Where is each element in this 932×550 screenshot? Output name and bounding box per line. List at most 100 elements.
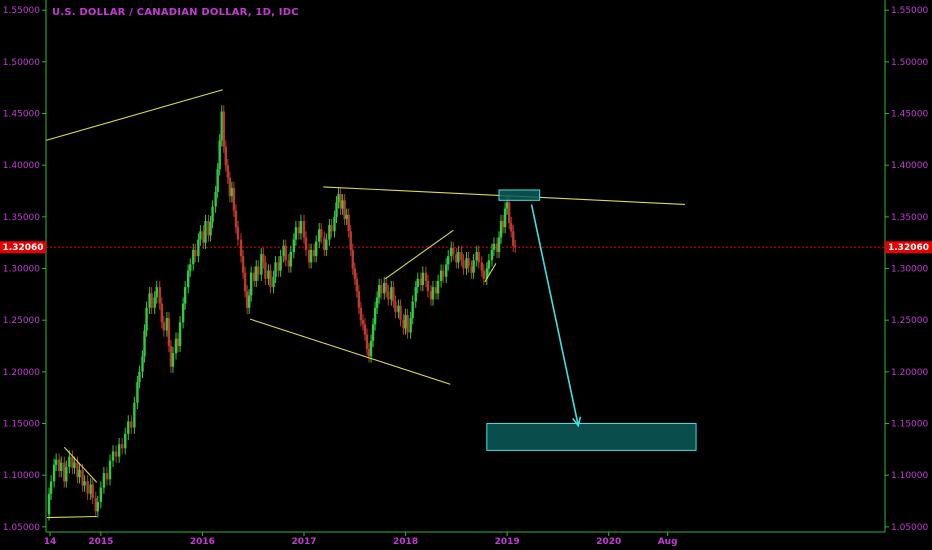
- candle-down: [426, 280, 430, 292]
- candle-up: [431, 287, 435, 300]
- candle-down: [470, 266, 473, 273]
- candle-up: [292, 239, 296, 252]
- y-tick-label-left: 1.55000: [3, 6, 40, 16]
- candle-up: [52, 464, 56, 482]
- candle-down: [241, 256, 245, 273]
- candle-down: [363, 324, 367, 335]
- candle-down: [387, 291, 390, 300]
- y-tick-label-right: 1.25000: [891, 316, 928, 326]
- candles: [47, 105, 517, 521]
- trendlines: [45, 89, 685, 519]
- y-tick-label-left: 1.10000: [3, 471, 40, 481]
- candle-up: [145, 307, 148, 331]
- candle-up: [83, 481, 86, 486]
- candle-up: [197, 239, 200, 257]
- forecast-arrow: [530, 204, 582, 428]
- candle-down: [365, 334, 369, 350]
- x-axis: 14 2015 2016 2017 2018 2019 2020 Aug: [44, 531, 885, 547]
- candle-up: [375, 297, 379, 308]
- y-tick-label-left: 1.50000: [3, 58, 40, 68]
- candle-down: [460, 251, 463, 261]
- candle-up: [411, 301, 414, 319]
- candle-up: [267, 270, 270, 279]
- candle-down: [264, 262, 267, 279]
- candle-down: [429, 291, 433, 300]
- target-box: [486, 423, 697, 451]
- candle-down: [287, 260, 290, 267]
- candle-down: [424, 272, 428, 281]
- candle-down: [320, 229, 323, 238]
- y-tick-label-left: 1.45000: [3, 110, 40, 120]
- candle-down: [257, 266, 260, 275]
- candle-up: [337, 194, 340, 203]
- candle-up: [499, 220, 503, 238]
- candle-down: [355, 278, 359, 292]
- candle-up: [199, 231, 202, 240]
- candle-up: [54, 459, 58, 465]
- candle-up: [78, 470, 81, 478]
- candle-down: [406, 315, 409, 333]
- x-tick-label: 2015: [88, 537, 113, 547]
- candle-down: [495, 243, 499, 252]
- candle-down: [243, 272, 247, 292]
- candle-up: [65, 466, 68, 482]
- y-tick-label-right: 1.55000: [891, 6, 928, 16]
- candle-down: [512, 231, 515, 246]
- candle-down: [359, 307, 363, 321]
- candle-down: [402, 320, 405, 329]
- x-tick-label: 2017: [291, 537, 316, 547]
- candle-down: [477, 251, 480, 263]
- candle-up: [279, 256, 282, 271]
- y-tick-label-left: 1.05000: [3, 523, 40, 533]
- candle-down: [452, 247, 455, 255]
- candle-down: [71, 456, 74, 468]
- candle-up: [289, 251, 292, 267]
- 2018-channel-line: [384, 229, 454, 280]
- candle-down: [467, 258, 470, 267]
- candle-down: [501, 220, 505, 228]
- candle-up: [127, 421, 130, 434]
- candle-down: [94, 497, 97, 512]
- candle-down: [207, 220, 210, 236]
- x-tick-label: 2016: [190, 537, 215, 547]
- candle-down: [86, 481, 89, 494]
- arrow-head: [572, 416, 582, 428]
- candle-up: [487, 260, 491, 269]
- candle-down: [234, 210, 238, 228]
- candle-up: [371, 324, 375, 341]
- candle-up: [178, 322, 182, 347]
- long-upper-line: [45, 89, 223, 141]
- candle-down: [226, 165, 230, 178]
- candle-down: [434, 287, 438, 294]
- candle-up: [148, 293, 151, 308]
- candle-down: [312, 249, 316, 257]
- candle-down: [167, 318, 171, 347]
- arrow-shaft: [530, 204, 580, 426]
- price-tag-right-label: 1.32060: [888, 243, 929, 253]
- candle-up: [390, 287, 393, 300]
- price-tags: 1.32060 1.32060: [0, 241, 932, 254]
- candle-up: [138, 371, 141, 383]
- y-tick-label-right: 1.10000: [891, 471, 928, 481]
- y-tick-label-left: 1.25000: [3, 316, 40, 326]
- candle-up: [436, 280, 440, 294]
- candle-up: [404, 315, 407, 329]
- candle-up: [214, 192, 217, 207]
- chart-title: U.S. DOLLAR / CANADIAN DOLLAR, 1D, IDC: [52, 7, 299, 18]
- candle-up: [475, 251, 478, 261]
- candle-down: [232, 187, 236, 211]
- candle-up: [414, 287, 417, 302]
- candle-up: [274, 262, 277, 277]
- candle-down: [323, 237, 326, 250]
- price-tag-left-bg: [0, 241, 46, 254]
- candle-down: [339, 194, 342, 209]
- candle-down: [169, 346, 173, 367]
- candle-up: [133, 402, 136, 428]
- y-tick-label-right: 1.30000: [891, 265, 928, 275]
- candle-down: [361, 320, 365, 325]
- candle-up: [497, 237, 501, 252]
- candle-up: [503, 208, 507, 228]
- candle-down: [353, 268, 356, 279]
- candle-up: [445, 264, 448, 277]
- candle-up: [294, 227, 298, 240]
